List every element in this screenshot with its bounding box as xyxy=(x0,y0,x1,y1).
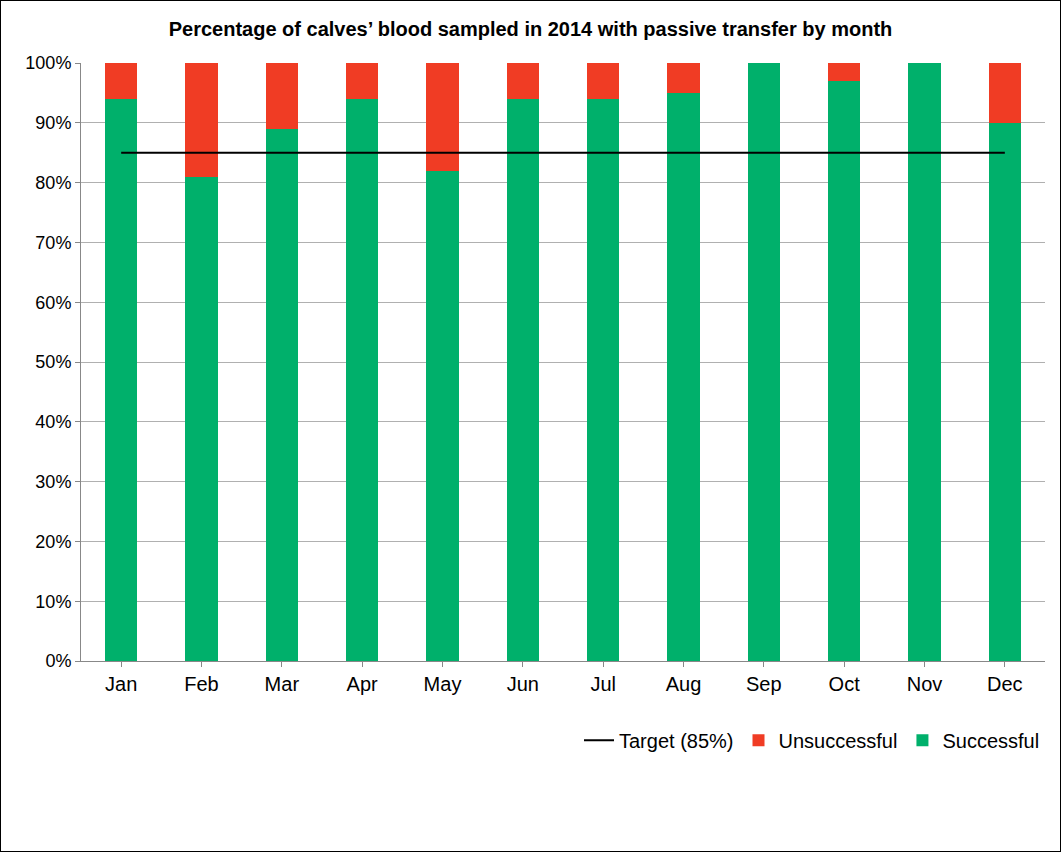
svg-text:40%: 40% xyxy=(35,412,71,432)
svg-text:Mar: Mar xyxy=(265,673,300,695)
svg-text:Sep: Sep xyxy=(746,673,782,695)
svg-text:Aug: Aug xyxy=(666,673,702,695)
svg-text:Nov: Nov xyxy=(907,673,943,695)
svg-text:20%: 20% xyxy=(35,532,71,552)
svg-text:90%: 90% xyxy=(35,113,71,133)
svg-text:Jan: Jan xyxy=(105,673,137,695)
svg-text:0%: 0% xyxy=(45,651,71,671)
svg-text:Target (85%): Target (85%) xyxy=(619,730,734,752)
svg-text:Oct: Oct xyxy=(829,673,861,695)
svg-text:10%: 10% xyxy=(35,592,71,612)
svg-text:Dec: Dec xyxy=(987,673,1023,695)
svg-text:50%: 50% xyxy=(35,352,71,372)
svg-text:70%: 70% xyxy=(35,233,71,253)
svg-text:60%: 60% xyxy=(35,293,71,313)
svg-text:Apr: Apr xyxy=(347,673,378,695)
svg-text:Successful: Successful xyxy=(942,730,1039,752)
svg-text:100%: 100% xyxy=(25,53,71,73)
svg-text:Jul: Jul xyxy=(590,673,616,695)
svg-text:Feb: Feb xyxy=(184,673,218,695)
svg-text:Percentage of calves’ blood sa: Percentage of calves’ blood sampled in 2… xyxy=(169,18,893,40)
svg-text:80%: 80% xyxy=(35,173,71,193)
svg-text:30%: 30% xyxy=(35,472,71,492)
svg-text:Jun: Jun xyxy=(507,673,539,695)
svg-text:Unsuccessful: Unsuccessful xyxy=(779,730,898,752)
svg-text:May: May xyxy=(424,673,462,695)
